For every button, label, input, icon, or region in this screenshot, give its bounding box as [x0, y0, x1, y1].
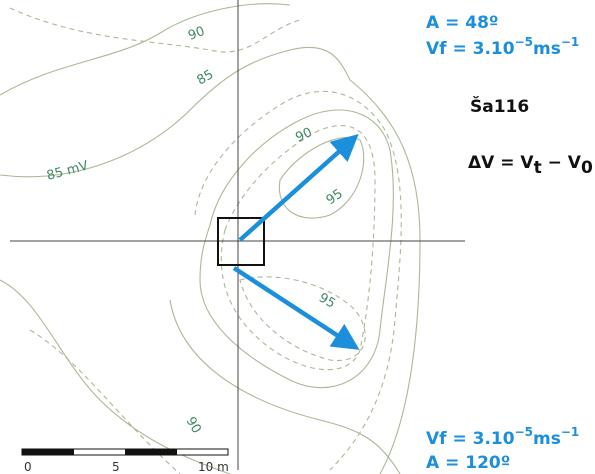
contour-label: 90: [183, 415, 204, 437]
scale-label: 10 m: [198, 460, 229, 474]
contour-line: [169, 299, 401, 474]
contour-label: 90: [293, 125, 314, 146]
scale-label: 0: [24, 460, 32, 474]
formula: ΔV = Vt − V0: [468, 153, 593, 178]
contour-label: 85: [195, 67, 217, 88]
contour-line: [29, 329, 181, 474]
contour-line: [239, 276, 366, 362]
contour-line: [199, 109, 394, 389]
contour-line: [0, 46, 421, 474]
contour-line: [194, 90, 402, 471]
contour-line: [9, 7, 301, 53]
scale-bar: [21, 448, 229, 456]
contour-line: [278, 136, 365, 219]
site-label: Ša116: [470, 95, 529, 117]
vector-arrow: [238, 134, 359, 242]
angle-label: A = 120º: [426, 453, 510, 473]
contour-line: [0, 279, 231, 474]
contour-label: 95: [324, 186, 346, 208]
angle-label: A = 48º: [426, 13, 498, 33]
site-box: [217, 217, 265, 266]
scale-label: 5: [112, 460, 120, 474]
contour-label: 95: [316, 290, 338, 311]
contours: [0, 3, 421, 474]
velocity-label: Vf = 3.10−5ms−1: [426, 35, 579, 59]
contour-label: 85 mV: [45, 158, 90, 183]
contour-line: [220, 125, 376, 371]
contour-label: 90: [186, 24, 207, 44]
contour-line: [0, 3, 291, 96]
vector-arrow: [232, 266, 360, 350]
velocity-label: Vf = 3.10−5ms−1: [426, 425, 579, 449]
